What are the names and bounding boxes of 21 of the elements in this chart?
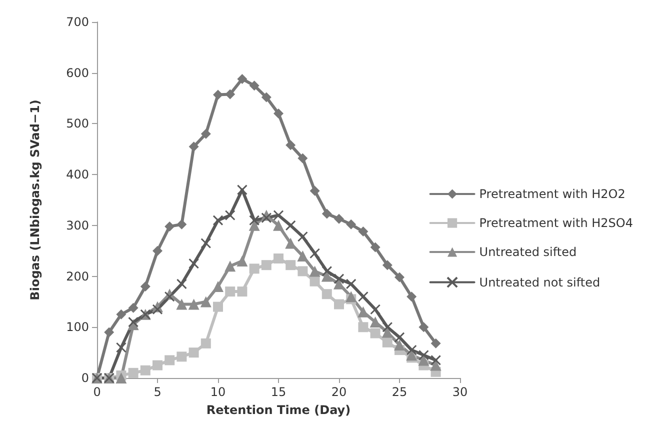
y-tick-label: 0: [81, 371, 89, 385]
y-tick-label: 600: [66, 66, 89, 80]
y-tick-label: 100: [66, 320, 89, 334]
y-tick-label: 200: [66, 269, 89, 284]
legend-label: Untreated sifted: [479, 245, 577, 259]
x-tick-label: 10: [210, 385, 226, 399]
x-axis-title: Retention Time (Day): [206, 403, 351, 417]
x-tick-label: 15: [270, 385, 286, 399]
y-tick-label: 700: [66, 15, 89, 29]
y-axis-title: Biogas (LNbiogas.kg SVad−1): [28, 100, 42, 300]
legend-label: Pretreatment with H2SO4: [479, 216, 634, 230]
x-tick-label: 0: [93, 385, 101, 399]
y-tick-label: 500: [66, 116, 89, 131]
x-tick-label: 5: [154, 385, 162, 399]
legend-label: Pretreatment with H2O2: [479, 187, 626, 201]
y-tick-label: 300: [66, 218, 89, 232]
x-tick-label: 30: [452, 385, 468, 399]
legend-label: Untreated not sifted: [479, 275, 600, 290]
y-tick-label: 400: [66, 168, 89, 182]
x-tick-label: 20: [331, 385, 347, 399]
x-tick-label: 25: [392, 385, 408, 399]
